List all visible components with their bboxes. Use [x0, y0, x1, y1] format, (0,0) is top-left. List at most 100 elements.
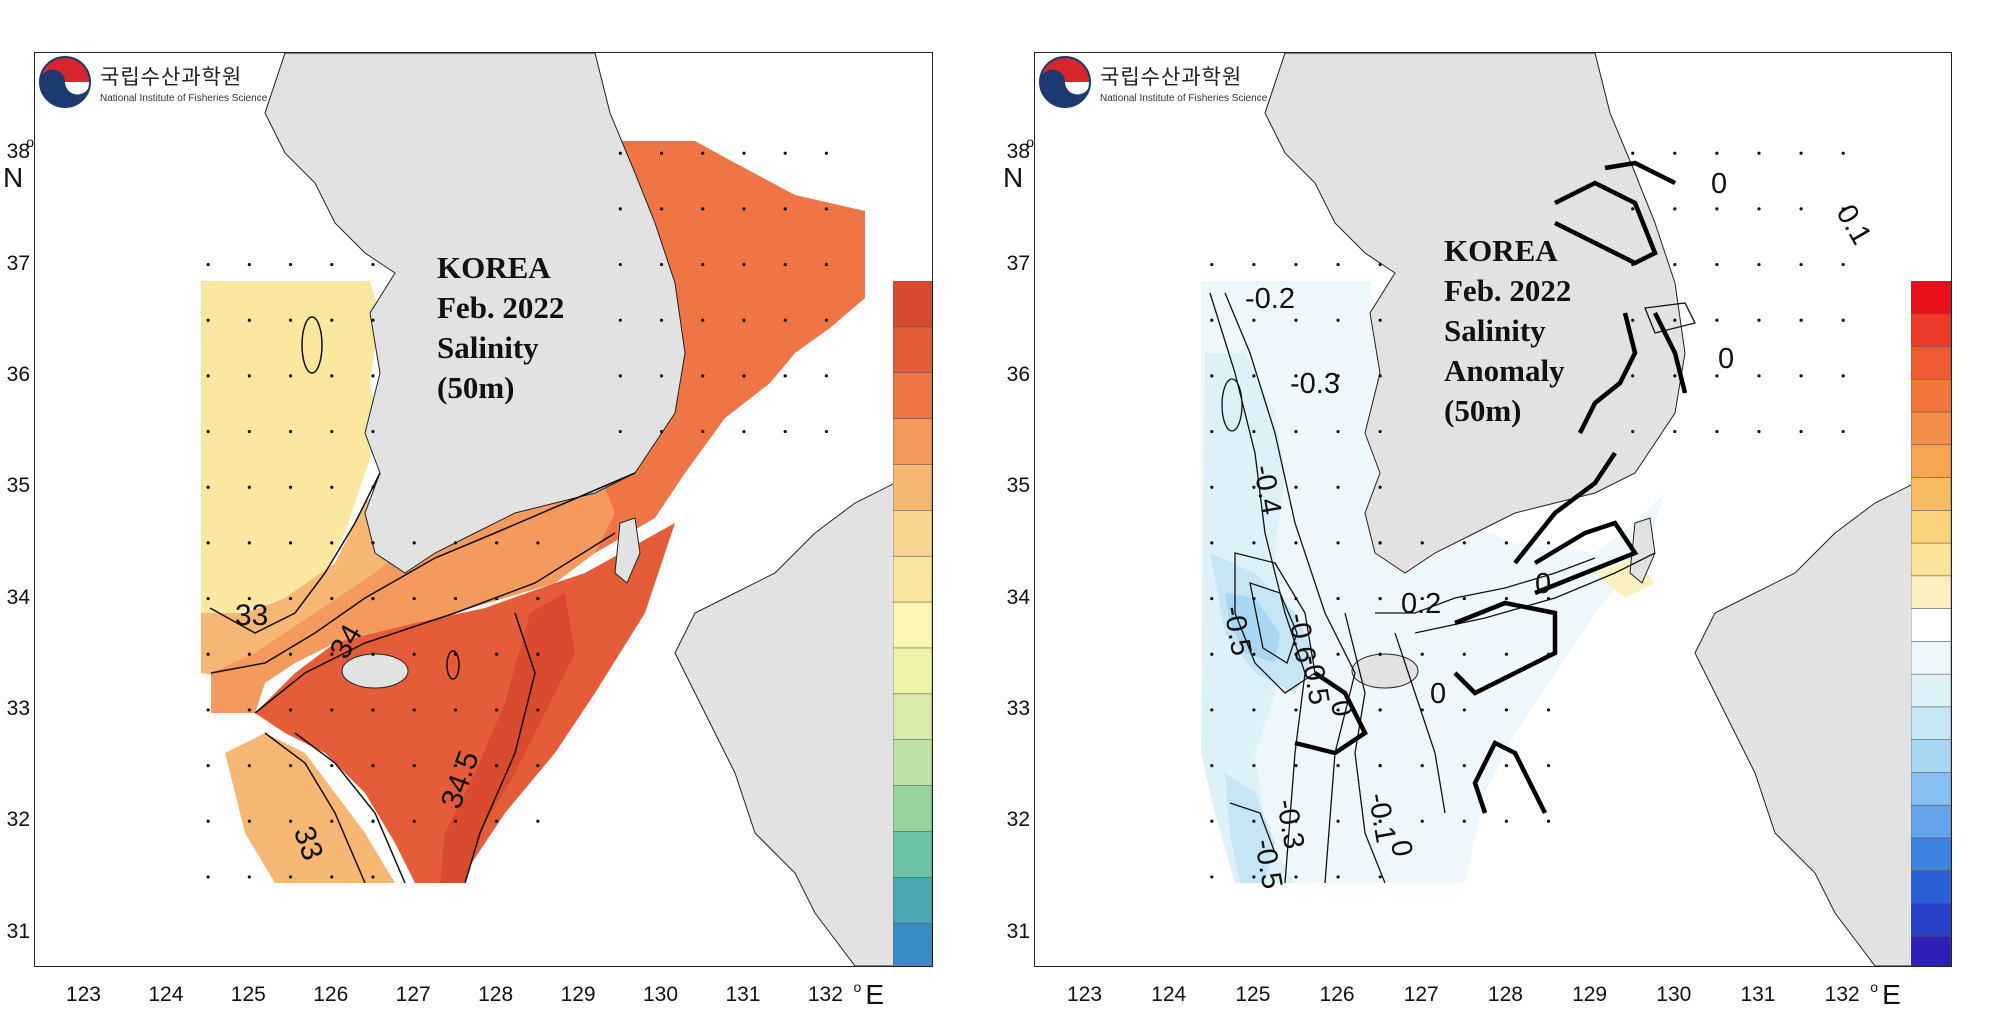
station-dot — [824, 374, 829, 378]
station-dot — [330, 262, 334, 267]
station-dot — [1294, 262, 1298, 267]
station-dot — [824, 429, 829, 434]
station-dot — [1420, 763, 1424, 768]
station-dot — [742, 374, 746, 378]
station-dot — [1294, 374, 1298, 378]
tsushima — [614, 517, 641, 584]
lon-tick-label: 131 — [725, 983, 761, 1006]
station-dot — [412, 819, 416, 823]
colorbar-swatch — [1910, 444, 1951, 479]
station-dot — [453, 763, 458, 768]
station-dot — [701, 429, 705, 434]
station-dot — [206, 485, 210, 489]
station-dot — [1799, 207, 1803, 211]
logo: 국립수산과학원 National Institute of Fisheries … — [38, 55, 267, 109]
station-dot — [1462, 652, 1466, 656]
station-dot — [1546, 763, 1551, 768]
station-dot — [1673, 151, 1677, 155]
station-dot — [1757, 262, 1761, 267]
station-dot — [288, 763, 293, 768]
station-dot — [659, 207, 664, 211]
station-dot — [1252, 485, 1256, 489]
station-dot — [1757, 151, 1761, 155]
lat-unit-degree: o — [1026, 134, 1034, 151]
jeju-island — [1351, 653, 1419, 689]
station-dot — [206, 708, 210, 712]
lon-tick-label: 124 — [1151, 983, 1187, 1006]
station-dot — [618, 318, 622, 322]
station-dot — [330, 596, 334, 601]
lat-tick-label: 34 — [1006, 585, 1030, 609]
lon-unit-degree: o — [1870, 979, 1879, 995]
station-dot — [1336, 652, 1340, 656]
lat-tick-label: 32 — [1006, 808, 1030, 832]
station-dot — [330, 318, 334, 322]
station-dot — [495, 763, 499, 768]
station-dot — [1336, 429, 1340, 434]
station-dot — [1631, 207, 1635, 211]
station-dot — [701, 207, 705, 211]
station-dot — [1252, 763, 1256, 768]
logo: 국립수산과학원 National Institute of Fisheries … — [1038, 55, 1267, 109]
contour-label-zero-f: 0 — [1430, 678, 1446, 710]
station-dot — [330, 541, 334, 545]
station-dot — [1378, 541, 1382, 545]
lat-tick-label: 36 — [1006, 362, 1030, 386]
station-dot — [1715, 262, 1719, 267]
station-dot — [412, 652, 416, 656]
station-dot — [1631, 262, 1635, 267]
colorbar-swatch — [1910, 706, 1951, 741]
right-colorbar — [1910, 280, 1951, 966]
station-dot — [330, 485, 334, 489]
station-dot — [1841, 374, 1845, 378]
station-dot — [1841, 262, 1845, 267]
contour-label-33: 33 — [235, 599, 268, 632]
station-dot — [659, 374, 664, 378]
station-dot — [1294, 819, 1298, 823]
colorbar-swatch — [892, 693, 932, 741]
salinity-field-35 — [440, 593, 575, 883]
station-dot — [1252, 318, 1256, 322]
colorbar-swatch — [1910, 575, 1951, 610]
station-dot — [742, 262, 746, 267]
lon-tick-label: 132 — [1824, 983, 1860, 1006]
station-dot — [1504, 708, 1509, 712]
station-dot — [371, 596, 375, 601]
station-dot — [247, 596, 251, 601]
station-dot — [206, 318, 210, 322]
title-line-korea: KOREA — [437, 250, 551, 285]
lat-tick-label: 31 — [1006, 919, 1030, 943]
station-dot — [495, 819, 499, 823]
colorbar-swatch — [1910, 903, 1951, 938]
logo-korean-text: 국립수산과학원 — [100, 64, 243, 89]
right-zero-contours — [1294, 160, 1688, 815]
station-dot — [1378, 819, 1382, 823]
station-dot — [783, 262, 787, 267]
salinity-field-34-5 — [255, 523, 675, 883]
station-dot — [1294, 596, 1298, 601]
station-dot — [1504, 596, 1509, 601]
station-dot — [330, 819, 334, 823]
station-dot — [206, 374, 210, 378]
station-dot — [1378, 652, 1382, 656]
anomaly-field-south-blue — [1225, 773, 1275, 883]
station-dot — [1504, 763, 1509, 768]
station-dot — [1294, 708, 1298, 712]
station-dot — [1336, 485, 1340, 489]
station-dot — [247, 374, 251, 378]
station-dot — [288, 652, 293, 656]
station-dot — [783, 374, 787, 378]
station-dot — [330, 875, 334, 879]
station-dot — [1210, 708, 1214, 712]
lon-tick-label: 123 — [65, 983, 101, 1006]
colorbar-swatch — [892, 555, 932, 603]
left-colorbar — [892, 280, 932, 966]
station-dot — [247, 652, 251, 656]
colorbar-swatch — [892, 510, 932, 557]
korea-land — [1264, 53, 1686, 574]
colorbar-swatch — [1910, 378, 1951, 413]
station-dot — [742, 207, 746, 211]
station-dot — [1210, 485, 1214, 489]
station-dot — [1673, 318, 1677, 322]
colorbar-swatch — [1910, 280, 1951, 315]
